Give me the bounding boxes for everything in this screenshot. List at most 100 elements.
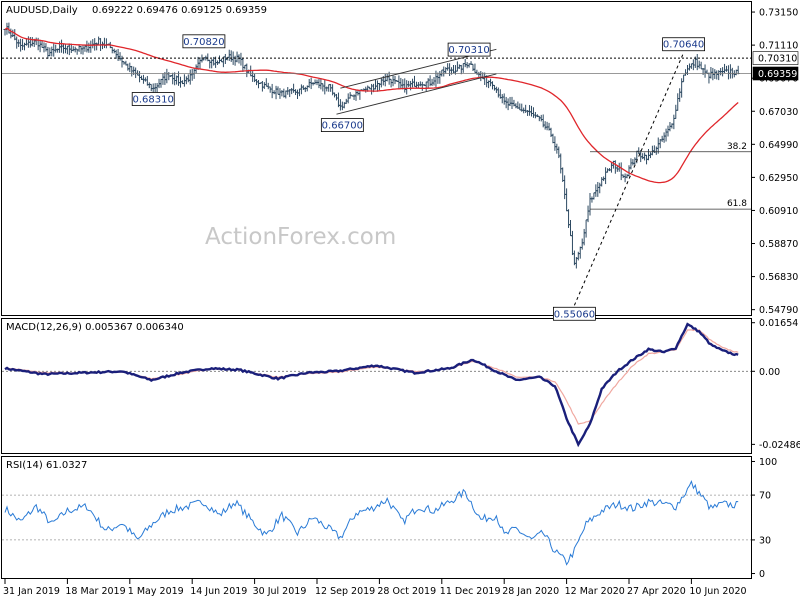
price-bar <box>335 94 338 101</box>
price-layer: 38.2 61.8 0.70820 0.68310 0.66700 0.70310 0.70… <box>2 22 751 321</box>
price-bar <box>496 87 500 98</box>
current-price-tag: 0.69359 <box>752 66 799 81</box>
price-bar <box>684 69 688 76</box>
price-bar <box>570 230 574 256</box>
price-bar <box>71 46 75 52</box>
price-bar <box>699 61 703 70</box>
price-bar <box>674 104 678 119</box>
price-axis-label: 0.54790 <box>759 305 798 316</box>
price-bar <box>672 114 676 130</box>
price-bar <box>578 246 582 259</box>
price-bar <box>705 69 709 75</box>
macd-pane-frame <box>1 318 752 454</box>
price-bar <box>165 68 169 84</box>
price-bar <box>641 153 645 160</box>
price-bar <box>643 152 647 161</box>
price-bar <box>229 50 233 62</box>
price-bar <box>598 182 602 194</box>
price-bar <box>559 153 563 174</box>
macd-axis-label: -0.02486 <box>759 440 800 451</box>
price-bar <box>358 89 362 100</box>
price-bar <box>338 99 342 111</box>
price-bar <box>648 152 652 159</box>
price-annotation-box <box>553 306 596 321</box>
price-bar <box>662 132 666 143</box>
price-axis-label: 0.64990 <box>759 140 798 151</box>
price-bar <box>600 177 604 187</box>
price-bar <box>325 86 329 92</box>
price-bar <box>403 78 407 93</box>
price-bar <box>274 85 278 100</box>
price-axis-label: 0.73150 <box>759 8 798 19</box>
price-bar <box>379 77 383 88</box>
price-annotation: 0.70310 <box>447 42 491 57</box>
price-bar <box>545 121 549 131</box>
price-bar <box>678 88 682 102</box>
price-bar <box>664 128 668 142</box>
price-bar <box>631 159 635 166</box>
price-bar <box>399 77 403 89</box>
price-bar <box>79 45 83 55</box>
price-bar <box>725 65 728 72</box>
price-bar <box>317 78 321 89</box>
resistance-price-tag: 0.70310 <box>752 51 799 65</box>
price-bar <box>272 90 276 95</box>
price-bar <box>424 81 428 92</box>
price-bar <box>411 78 415 88</box>
price-bar <box>268 86 272 93</box>
time-axis-label: 14 Jun 2019 <box>190 586 247 597</box>
fib-level-label: 38.2 <box>727 142 747 152</box>
macd-layer <box>2 322 751 448</box>
price-bar <box>264 78 268 87</box>
price-bar <box>391 75 395 87</box>
price-bar <box>606 168 610 173</box>
price-bar <box>321 83 325 92</box>
price-bar <box>483 72 487 85</box>
price-bar <box>543 121 547 130</box>
time-axis-label: 1 May 2019 <box>128 586 184 597</box>
rsi-axis-label: 0 <box>759 569 765 580</box>
price-bar <box>186 74 190 83</box>
price-bar <box>163 71 167 85</box>
price-bar <box>633 157 637 165</box>
time-axis-label: 30 Jul 2019 <box>253 586 307 597</box>
price-bar <box>592 192 596 200</box>
price-bar <box>680 78 684 98</box>
price-annotation-box <box>182 34 226 49</box>
price-bar <box>243 64 247 70</box>
price-bar <box>584 219 588 238</box>
price-bar <box>38 40 42 53</box>
price-bar <box>656 137 660 154</box>
price-bar <box>502 93 506 105</box>
price-bar <box>582 228 586 246</box>
price-bar <box>555 143 559 154</box>
price-bar <box>173 72 177 86</box>
price-bar <box>666 125 670 137</box>
price-bar <box>208 59 212 69</box>
price-bar <box>596 181 600 197</box>
price-bar <box>528 105 532 116</box>
price-bar <box>188 69 192 85</box>
price-bar <box>149 83 153 92</box>
price-bar <box>327 84 331 92</box>
price-bar <box>569 220 572 237</box>
price-bar <box>134 67 138 79</box>
rsi-axis-label: 70 <box>759 491 771 502</box>
price-bar <box>65 45 69 55</box>
price-bar <box>198 57 202 69</box>
price-bar <box>586 205 590 223</box>
price-bar <box>647 149 650 161</box>
price-bar <box>290 87 294 95</box>
price-bar <box>227 49 231 61</box>
time-axis-label: 27 Apr 2020 <box>627 586 686 597</box>
price-bar <box>728 64 732 79</box>
price-bar <box>393 76 397 85</box>
price-annotation: 0.70820 <box>182 34 226 49</box>
channel-line <box>336 73 497 115</box>
price-bar <box>184 76 188 85</box>
price-bar <box>280 90 284 97</box>
price-bar <box>580 238 584 250</box>
price-bar <box>461 63 465 73</box>
price-bar <box>307 78 311 88</box>
